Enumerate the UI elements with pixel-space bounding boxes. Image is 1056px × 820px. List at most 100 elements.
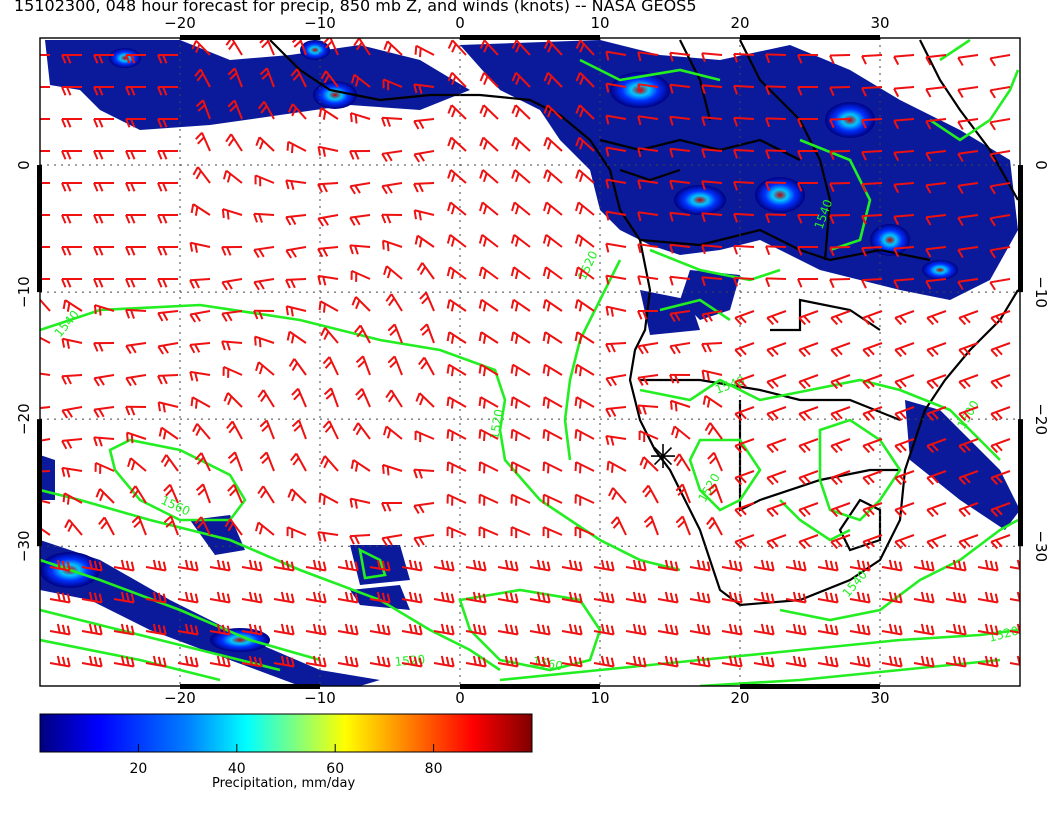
wind-barb: [638, 343, 658, 354]
wind-barb: [222, 279, 242, 290]
wind-barb: [735, 407, 754, 420]
wind-barb: [644, 516, 658, 535]
wind-barb: [126, 310, 146, 319]
wind-barb: [882, 560, 902, 571]
wind-barb: [62, 183, 82, 191]
wind-barb: [416, 236, 434, 248]
wind-barb: [287, 306, 306, 316]
wind-barb: [991, 407, 1010, 420]
wind-barb: [226, 38, 242, 55]
wind-barb: [512, 527, 530, 538]
wind-barb: [990, 279, 1010, 290]
wind-barb: [818, 560, 838, 571]
wind-barb: [850, 624, 870, 635]
wind-barb: [190, 279, 210, 288]
wind-barb: [128, 458, 146, 471]
wind-barb: [799, 375, 818, 388]
wind-barb: [382, 535, 402, 546]
wind-barb: [159, 402, 178, 412]
wind-barb: [498, 560, 518, 571]
wind-barb: [830, 55, 850, 64]
wind-barb: [562, 656, 582, 667]
wind-barb: [370, 624, 390, 635]
wind-barb: [351, 499, 370, 509]
wind-barb: [498, 624, 518, 635]
wind-barb: [786, 624, 806, 635]
wind-barb: [611, 517, 626, 535]
wind-barb: [94, 119, 114, 127]
wind-barb: [544, 397, 562, 408]
wind-barb: [670, 343, 690, 354]
wind-barb: [254, 247, 274, 258]
wind-barb: [512, 495, 530, 506]
wind-barb: [160, 428, 178, 440]
wind-barb: [734, 246, 754, 254]
wind-barb: [350, 183, 370, 194]
lat-label-right: −20: [1032, 403, 1050, 435]
wind-barb: [708, 453, 722, 471]
wind-barb: [480, 300, 498, 312]
wind-barb: [735, 503, 754, 516]
wind-barb: [354, 423, 370, 439]
wind-barb: [158, 247, 178, 255]
wind-barb: [192, 397, 210, 408]
wind-barb: [193, 167, 210, 183]
wind-barb: [196, 133, 210, 151]
wind-barb: [606, 407, 626, 417]
wind-barb: [62, 279, 82, 287]
wind-barb: [94, 279, 114, 287]
wind-barb: [350, 151, 370, 159]
wind-barb: [512, 397, 530, 408]
wind-barb: [414, 183, 434, 192]
wind-barb: [229, 452, 242, 471]
wind-barb: [448, 170, 466, 183]
wind-barb: [927, 343, 946, 356]
wind-barb: [959, 535, 978, 548]
lon-label-top: 20: [730, 14, 749, 32]
wind-barb: [126, 247, 146, 255]
wind-barb: [703, 370, 722, 380]
lon-label-top: 0: [455, 14, 465, 32]
wind-barb: [318, 532, 338, 541]
wind-barb: [544, 170, 562, 183]
wind-barb: [62, 407, 82, 418]
wind-barb: [306, 624, 326, 635]
wind-barb: [318, 276, 338, 286]
wind-barb: [338, 656, 358, 667]
wind-barb: [480, 105, 498, 119]
wind-barb: [352, 460, 370, 472]
wind-barb: [94, 343, 114, 351]
wind-barb: [382, 151, 402, 162]
wind-barb: [318, 215, 338, 226]
wind-barb: [416, 393, 434, 407]
wind-barb: [594, 656, 614, 667]
station-star-icon: [651, 444, 675, 468]
wind-barb: [562, 560, 582, 571]
wind-barb: [594, 592, 614, 603]
wind-barb: [927, 503, 946, 516]
wind-barb: [767, 503, 786, 516]
wind-barb: [754, 656, 774, 667]
wind-barb: [383, 241, 402, 252]
wind-barb: [126, 151, 146, 159]
wind-barb: [350, 245, 370, 254]
wind-barb: [288, 527, 306, 538]
wind-barb: [990, 55, 1010, 66]
wind-barb: [831, 343, 850, 356]
wind-barb: [606, 244, 626, 253]
wind-barb: [418, 263, 434, 279]
wind-barb: [448, 138, 466, 151]
wind-barb: [178, 592, 198, 603]
wind-barb: [767, 311, 786, 324]
wind-barb: [609, 488, 626, 503]
wind-barb: [383, 465, 402, 475]
wind-barb: [914, 656, 934, 667]
wind-barb: [671, 401, 690, 412]
wind-barb: [190, 343, 210, 353]
wind-barb: [193, 424, 210, 439]
wind-barb: [799, 503, 818, 516]
wind-barb: [126, 375, 146, 386]
wind-barb: [544, 462, 562, 473]
